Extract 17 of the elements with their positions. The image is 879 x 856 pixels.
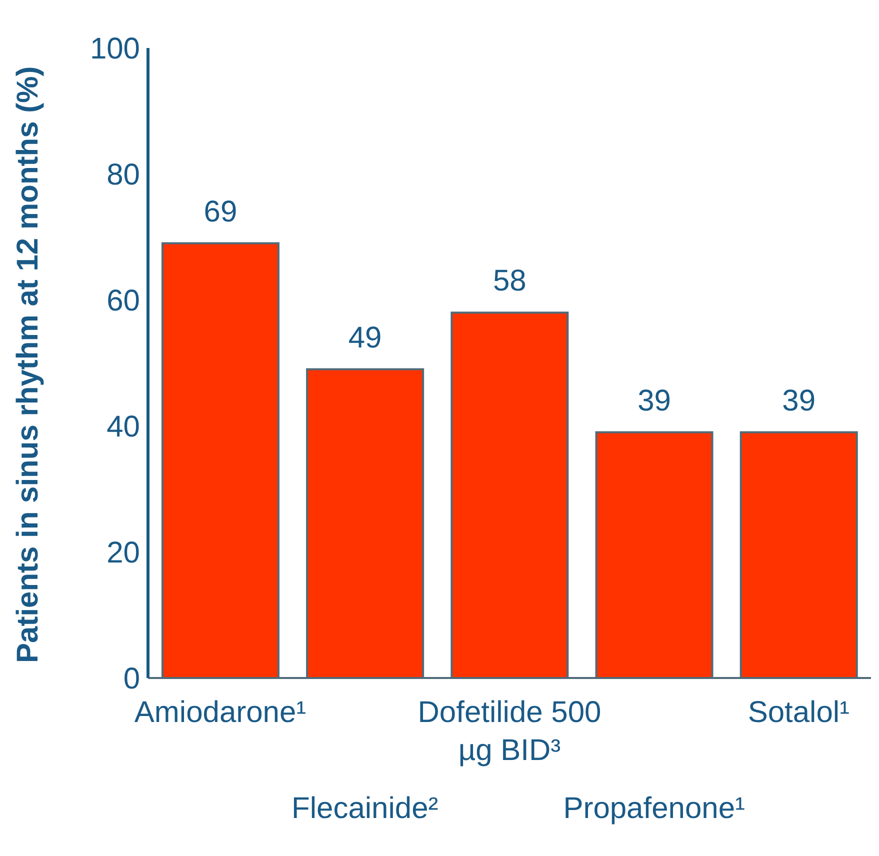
data-label: 39 [638, 384, 671, 418]
y-axis-title: Patients in sinus rhythm at 12 months (%) [12, 66, 45, 663]
y-tick-label: 60 [106, 284, 140, 318]
data-label: 39 [782, 384, 816, 418]
data-label: 69 [204, 195, 238, 228]
x-tick-label: Propafenone¹ [563, 792, 746, 825]
y-tick-label: 20 [106, 536, 140, 570]
y-tick-label: 0 [123, 662, 140, 696]
y-tick-label: 100 [90, 32, 140, 66]
y-tick-label: 80 [106, 158, 140, 192]
data-label: 58 [492, 264, 526, 298]
data-label: 49 [348, 321, 382, 354]
y-tick-label: 40 [106, 410, 140, 444]
x-tick-label: Dofetilide 500 µg BID³ [418, 696, 602, 767]
x-tick-label: Amiodarone¹ [134, 696, 306, 729]
x-tick-label: Sotalol¹ [748, 696, 850, 729]
x-tick-label: Flecainide² [292, 792, 438, 825]
